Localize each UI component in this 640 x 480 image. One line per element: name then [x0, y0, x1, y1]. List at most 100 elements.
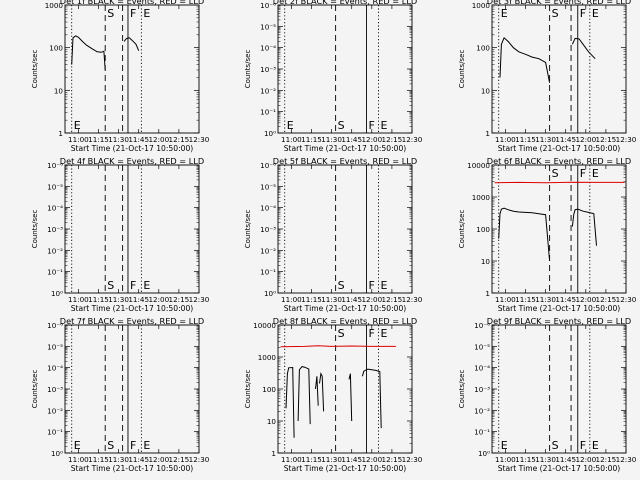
y-tick-label: 10⁻¹ — [260, 268, 276, 277]
x-tick-label: 11:00 — [495, 135, 516, 144]
y-axis-label: Counts/sec — [31, 210, 39, 249]
chart-title: Det 1f BLACK = Events, RED = LLD — [60, 0, 204, 6]
y-axis-label: Counts/sec — [244, 370, 252, 409]
y-tick-label: 10 — [481, 86, 491, 95]
y-tick-label: 10⁻⁶ — [47, 321, 63, 330]
x-tick-label: 12:15 — [596, 455, 617, 464]
x-tick-label: 11:30 — [535, 455, 556, 464]
y-tick-label: 10⁻³ — [260, 65, 276, 74]
y-axis-label: Counts/sec — [31, 370, 39, 409]
x-tick-label: 11:30 — [108, 135, 129, 144]
x-axis-label: Start Time (21-Oct-17 10:50:00) — [498, 144, 621, 153]
y-tick-label: 10⁻² — [260, 246, 276, 255]
y-tick-label: 10⁻⁶ — [260, 1, 276, 10]
x-tick-label: 11:15 — [88, 295, 109, 304]
plot-frame — [64, 324, 200, 454]
y-tick-label: 10⁻⁵ — [474, 342, 490, 351]
y-tick-label: 10⁰ — [51, 289, 63, 298]
x-tick-label: 12:15 — [596, 135, 617, 144]
y-tick-label: 10⁻⁵ — [260, 182, 276, 191]
series-line-1-segment-1 — [499, 36, 551, 83]
y-tick-label: 10⁻² — [47, 246, 63, 255]
x-tick-label: 12:00 — [575, 295, 596, 304]
marker-label: S — [552, 439, 559, 452]
chart-title: Det 5f BLACK = Events, RED = LLD — [273, 156, 417, 166]
y-tick-label: 10⁻³ — [47, 225, 63, 234]
plot-frame — [277, 324, 413, 454]
chart-title: Det 8f BLACK = Events, RED = LLD — [273, 316, 417, 326]
marker-label: F — [130, 279, 136, 292]
x-tick-label: 11:00 — [281, 455, 302, 464]
y-tick-label: 10⁰ — [264, 289, 276, 298]
series-line-2-segment-4 — [319, 372, 325, 412]
x-tick-label: 11:45 — [341, 295, 362, 304]
y-axis-label: Counts/sec — [458, 370, 466, 409]
y-tick-label: 10⁻⁴ — [47, 204, 63, 213]
x-tick-label: 12:15 — [169, 135, 190, 144]
x-tick-label: 12:30 — [189, 135, 210, 144]
x-tick-label: 12:00 — [361, 135, 382, 144]
series-line-1-segment-2 — [123, 37, 140, 51]
marker-label: F — [368, 119, 374, 132]
chart-title: Det 9f BLACK = Events, RED = LLD — [487, 316, 631, 326]
marker-label: E — [381, 327, 388, 340]
x-tick-label: 11:45 — [128, 455, 149, 464]
x-tick-label: 12:15 — [382, 295, 403, 304]
x-tick-label: 12:15 — [596, 295, 617, 304]
series-line-2-segment-1 — [285, 366, 295, 438]
series-line-2-segment-3 — [315, 376, 319, 406]
y-tick-label: 1 — [485, 289, 490, 298]
y-tick-label: 10⁻⁵ — [260, 22, 276, 31]
y-tick-label: 10⁻⁴ — [260, 204, 276, 213]
plot-frame — [64, 4, 200, 134]
marker-label: S — [107, 7, 114, 20]
x-tick-label: 11:45 — [555, 135, 576, 144]
x-tick-label: 11:30 — [321, 455, 342, 464]
y-tick-label: 100 — [262, 385, 276, 394]
x-tick-label: 11:15 — [301, 455, 322, 464]
x-axis-label: Start Time (21-Oct-17 10:50:00) — [71, 144, 194, 153]
plot-frame — [491, 4, 627, 134]
y-tick-label: 10000 — [467, 161, 490, 170]
y-tick-label: 10⁻⁴ — [47, 364, 63, 373]
x-tick-label: 12:00 — [575, 455, 596, 464]
marker-label: F — [368, 279, 374, 292]
y-tick-label: 1 — [58, 129, 63, 138]
x-tick-label: 12:15 — [169, 455, 190, 464]
y-tick-label: 10⁻⁶ — [474, 321, 490, 330]
x-tick-label: 11:45 — [555, 455, 576, 464]
y-tick-label: 10⁰ — [51, 449, 63, 458]
x-axis-label: Start Time (21-Oct-17 10:50:00) — [284, 304, 407, 313]
plot-frame — [491, 324, 627, 454]
x-tick-label: 12:30 — [616, 295, 637, 304]
x-tick-label: 12:30 — [402, 135, 423, 144]
y-tick-label: 1000 — [472, 193, 491, 202]
y-tick-label: 100 — [476, 44, 490, 53]
x-tick-label: 11:45 — [128, 295, 149, 304]
x-tick-label: 11:00 — [495, 295, 516, 304]
x-tick-label: 12:30 — [616, 455, 637, 464]
marker-label: E — [592, 439, 599, 452]
x-tick-label: 12:30 — [402, 455, 423, 464]
plot-frame — [277, 164, 413, 294]
x-tick-label: 12:30 — [616, 135, 637, 144]
x-tick-label: 12:15 — [382, 135, 403, 144]
marker-label: E — [143, 279, 150, 292]
marker-label: S — [338, 327, 345, 340]
marker-label: S — [552, 7, 559, 20]
x-tick-label: 11:45 — [555, 295, 576, 304]
y-tick-label: 1000 — [45, 1, 64, 10]
y-tick-label: 1 — [271, 449, 276, 458]
marker-label: E — [143, 7, 150, 20]
x-tick-label: 11:15 — [515, 295, 536, 304]
y-tick-label: 10⁻¹ — [47, 428, 63, 437]
chart-title: Det 7f BLACK = Events, RED = LLD — [60, 316, 204, 326]
series-line-1-segment-1 — [71, 35, 106, 71]
y-axis-label: Counts/sec — [244, 210, 252, 249]
y-tick-label: 100 — [49, 44, 63, 53]
x-tick-label: 11:30 — [108, 295, 129, 304]
